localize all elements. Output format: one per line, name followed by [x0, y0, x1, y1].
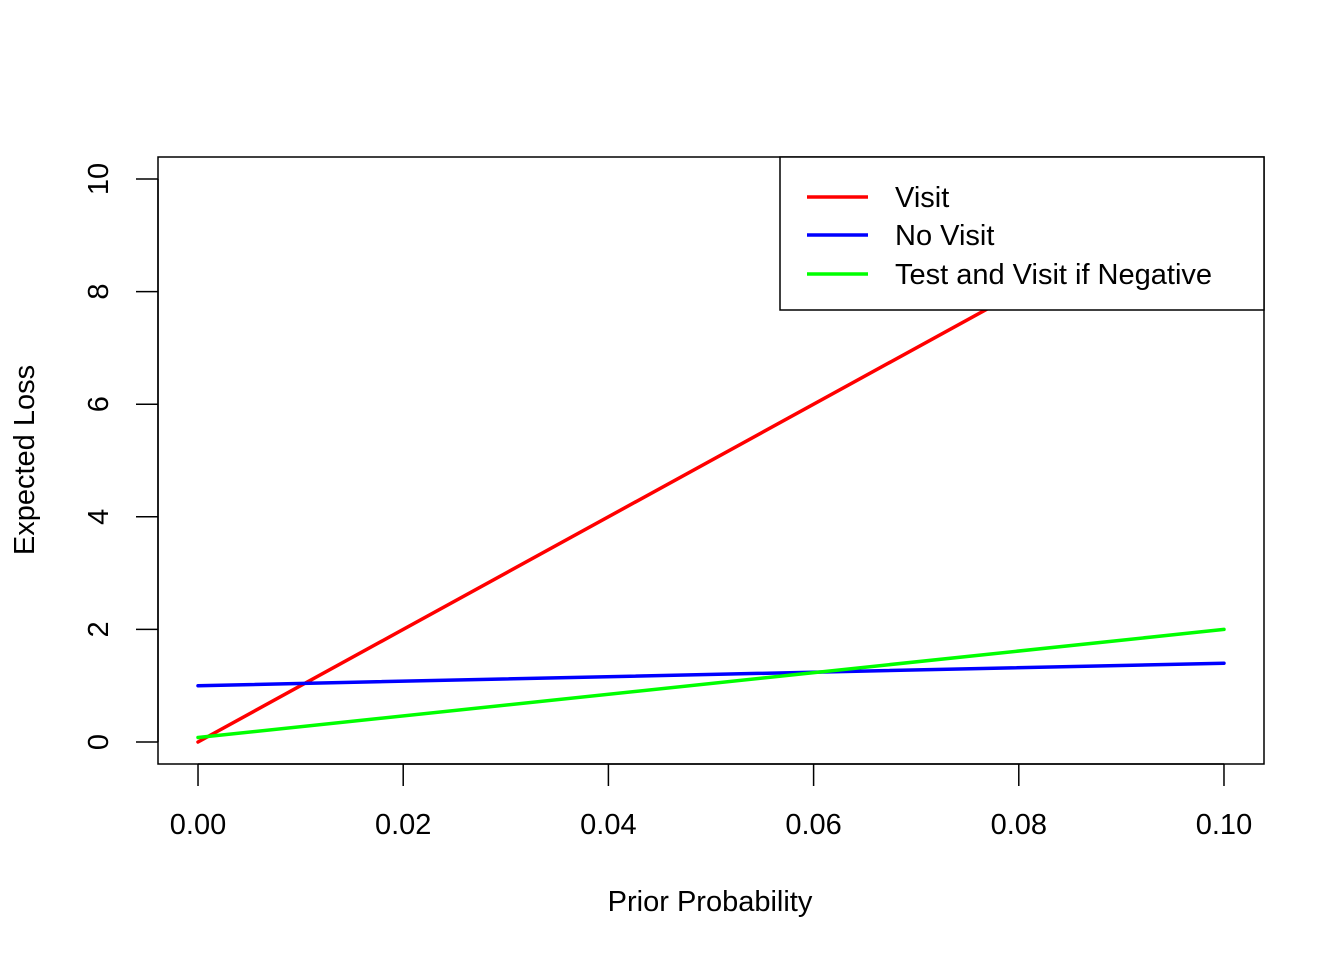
- y-tick-label: 6: [83, 396, 115, 412]
- x-tick-label: 0.10: [1196, 809, 1252, 841]
- series-line-test-and-visit-if-negative: [196, 627, 1226, 740]
- y-tick-label: 8: [83, 284, 115, 300]
- y-axis-label: Expected Loss: [9, 365, 41, 555]
- x-tick-label: 0.08: [991, 809, 1047, 841]
- y-axis: 0 2 4 6 8 10: [83, 163, 159, 750]
- legend-label-visit: Visit: [895, 182, 949, 214]
- legend-label-test-and-visit-if-negative: Test and Visit if Negative: [895, 259, 1212, 291]
- y-tick-label: 2: [83, 621, 115, 637]
- y-tick-label: 10: [83, 163, 115, 195]
- x-tick-label: 0.04: [580, 809, 636, 841]
- x-tick-label: 0.06: [785, 809, 841, 841]
- x-tick-label: 0.02: [375, 809, 431, 841]
- x-tick-label: 0.00: [170, 809, 226, 841]
- legend: Visit No Visit Test and Visit if Negative: [779, 156, 1265, 311]
- y-tick-label: 0: [83, 734, 115, 750]
- y-tick-label: 4: [83, 509, 115, 525]
- x-axis-label: Prior Probability: [608, 886, 813, 918]
- x-axis: 0.00 0.02 0.04 0.06 0.08 0.10: [170, 763, 1252, 841]
- legend-label-no-visit: No Visit: [895, 220, 994, 252]
- series-line-no-visit: [196, 661, 1226, 688]
